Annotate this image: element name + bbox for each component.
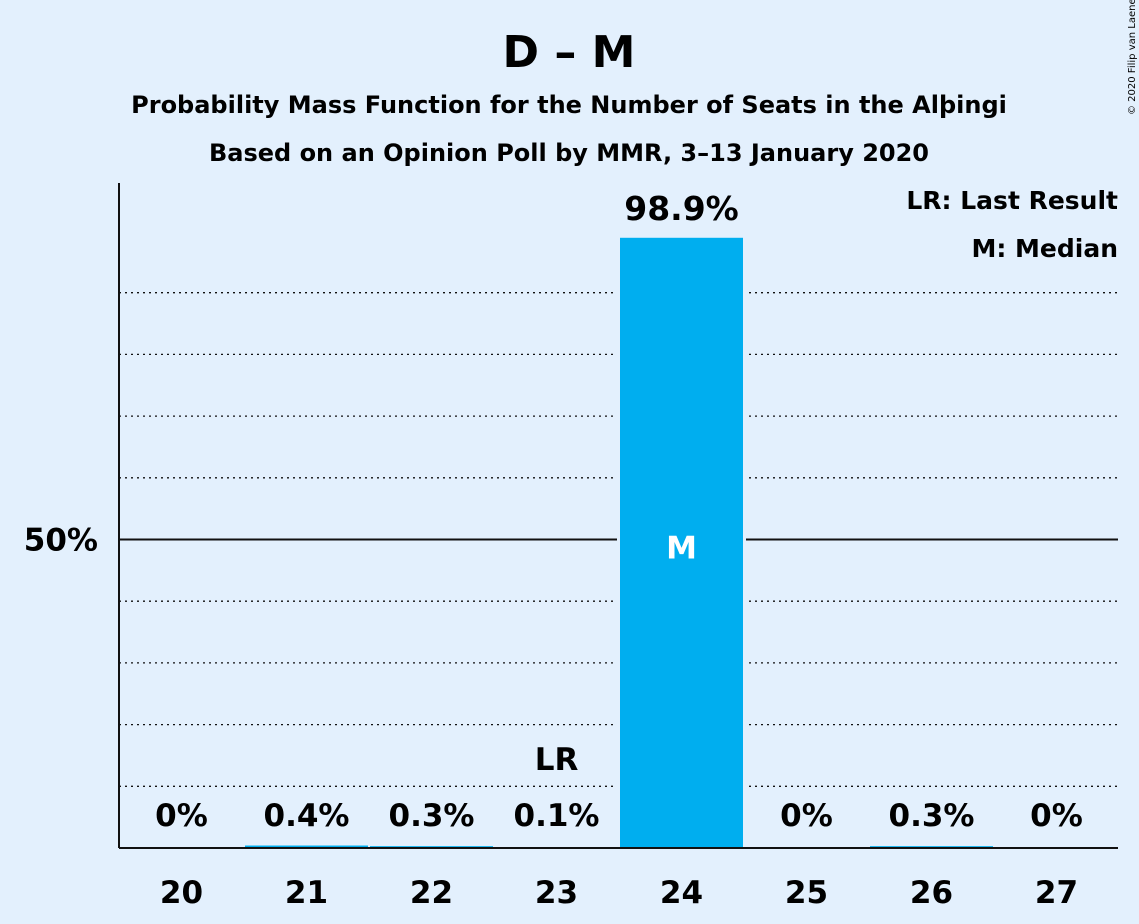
copyright-notice: © 2020 Filip van Laenen: [1127, 0, 1138, 115]
bar-labels: 0% 0.4% 0.3% 0.1% LR 98.9% M 0% 0.3% 0%: [155, 189, 1083, 834]
bars: [245, 237, 993, 849]
x-tick-label-25: 25: [785, 875, 828, 911]
bar-value-label-21: 0.4%: [264, 798, 350, 834]
bar-value-label-22: 0.3%: [389, 798, 475, 834]
x-tick-label-23: 23: [535, 875, 578, 911]
x-tick-label-22: 22: [410, 875, 453, 911]
y-tick-label: 50%: [24, 523, 98, 559]
bar-21: [245, 845, 368, 848]
chart-title: D – M: [503, 27, 636, 78]
bar-value-label-26: 0.3%: [889, 798, 975, 834]
bar-24: [620, 237, 743, 849]
bar-value-label-25: 0%: [780, 798, 833, 834]
x-tick-label-20: 20: [160, 875, 203, 911]
x-tick-label-26: 26: [910, 875, 953, 911]
last-result-marker: LR: [535, 742, 579, 778]
bar-value-label-24: 98.9%: [624, 189, 739, 228]
x-tick-label-27: 27: [1035, 875, 1078, 911]
median-marker: M: [666, 531, 697, 567]
y-tick-labels: 50%: [24, 523, 98, 559]
bar-value-label-27: 0%: [1030, 798, 1083, 834]
chart-subtitle-2: Based on an Opinion Poll by MMR, 3–13 Ja…: [209, 139, 929, 167]
legend-last-result: LR: Last Result: [906, 186, 1118, 215]
x-tick-labels: 20 21 22 23 24 25 26 27: [160, 875, 1078, 911]
x-tick-label-24: 24: [660, 875, 703, 911]
bar-value-label-23: 0.1%: [514, 798, 600, 834]
chart-subtitle-1: Probability Mass Function for the Number…: [131, 91, 1007, 119]
x-tick-label-21: 21: [285, 875, 328, 911]
legend-median: M: Median: [971, 234, 1118, 263]
bar-value-label-20: 0%: [155, 798, 208, 834]
